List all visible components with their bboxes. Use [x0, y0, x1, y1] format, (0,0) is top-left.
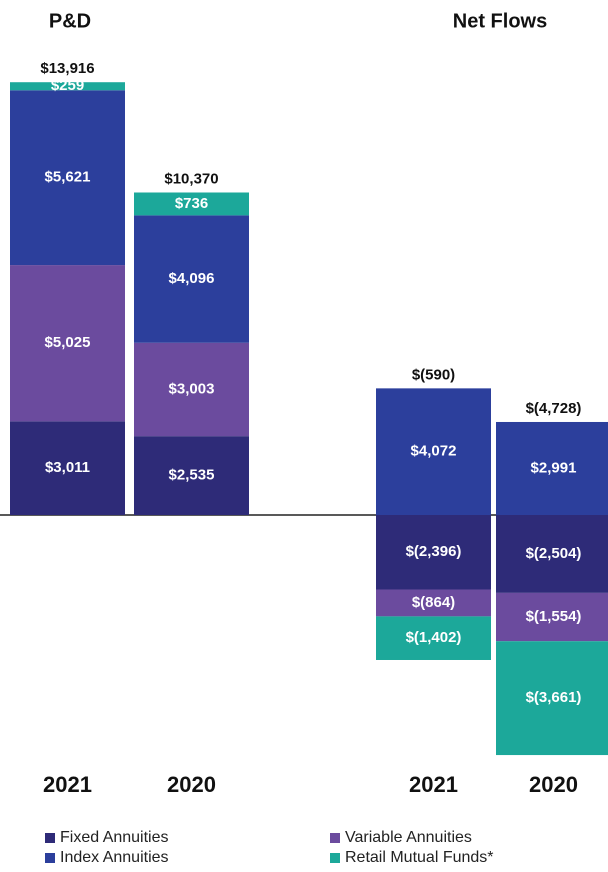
value-label: $3,003	[169, 380, 215, 397]
legend-swatch	[330, 853, 340, 863]
value-label: $(2,504)	[526, 545, 582, 562]
value-label: $(1,402)	[406, 629, 462, 646]
bar-segment	[134, 215, 249, 343]
bar-segment	[496, 592, 608, 642]
x-tick-label: 2020	[529, 772, 578, 797]
value-label: $2,535	[169, 467, 215, 484]
bar-segment	[376, 616, 491, 660]
total-label: $(4,728)	[526, 400, 582, 417]
group-title: Net Flows	[453, 10, 547, 32]
legend-label: Variable Annuities	[345, 829, 472, 846]
legend-label: Fixed Annuities	[60, 829, 169, 846]
bar-segment	[376, 589, 491, 617]
legend-swatch	[45, 833, 55, 843]
legend-swatch	[330, 833, 340, 843]
bar-segment	[496, 641, 608, 756]
bar-segment	[134, 342, 249, 437]
value-label: $736	[175, 195, 208, 212]
legend-label: Retail Mutual Funds*	[345, 849, 494, 866]
value-label: $3,011	[45, 459, 90, 476]
bar-segment	[10, 421, 125, 515]
bar-segment	[134, 192, 249, 216]
value-label: $(1,554)	[526, 608, 582, 625]
total-label: $(590)	[412, 366, 455, 383]
value-label: $4,096	[169, 270, 215, 287]
legend-swatch	[45, 853, 55, 863]
value-label: $(3,661)	[526, 689, 582, 706]
legend-label: Index Annuities	[60, 849, 169, 866]
value-label: $5,025	[45, 334, 91, 351]
bar-segment	[10, 82, 125, 91]
value-label: $(2,396)	[406, 543, 462, 560]
bar-segment	[376, 515, 491, 590]
bar-segment	[134, 436, 249, 515]
x-tick-label: 2021	[409, 772, 458, 797]
bar-segment	[376, 388, 491, 515]
bar-segment	[10, 265, 125, 422]
x-tick-label: 2020	[167, 772, 216, 797]
value-label: $(864)	[412, 594, 455, 611]
group-title: P&D	[49, 10, 91, 32]
bar-segment	[10, 90, 125, 266]
value-label: $5,621	[45, 169, 91, 186]
value-label: $4,072	[411, 443, 457, 460]
bar-segment	[496, 421, 608, 515]
total-label: $10,370	[164, 170, 218, 187]
x-tick-label: 2021	[43, 772, 92, 797]
value-label: $2,991	[531, 459, 577, 476]
bar-segment	[496, 515, 608, 593]
value-label: $259	[51, 77, 84, 94]
total-label: $13,916	[40, 60, 94, 77]
